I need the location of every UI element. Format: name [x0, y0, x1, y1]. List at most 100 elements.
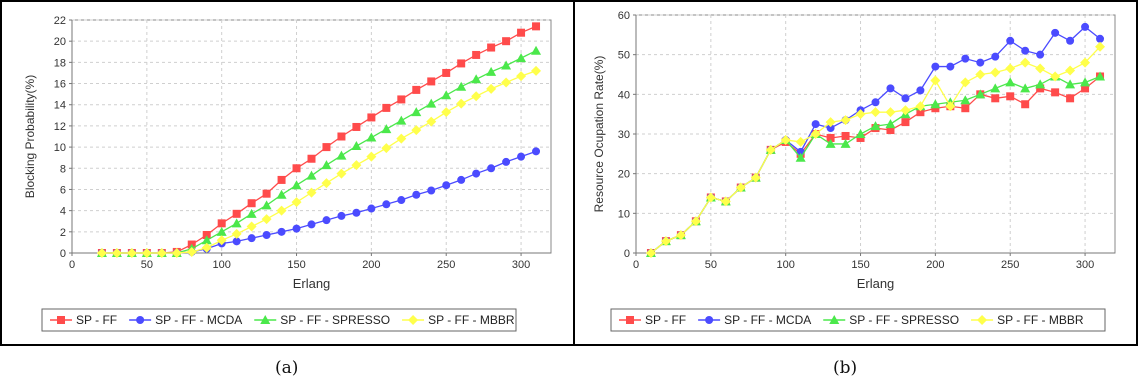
data-point	[337, 132, 346, 141]
x-axis-label: Erlang	[857, 276, 895, 291]
data-point	[396, 133, 407, 144]
data-point	[1096, 34, 1105, 43]
x-tick-label: 100	[777, 259, 795, 271]
data-point	[397, 95, 406, 104]
data-point	[990, 67, 1001, 78]
x-tick-label: 150	[287, 259, 305, 271]
data-point	[795, 136, 806, 147]
data-point	[276, 205, 287, 216]
data-point	[1095, 71, 1106, 81]
data-point	[811, 120, 820, 129]
data-point	[367, 113, 376, 122]
data-point	[1065, 65, 1076, 76]
data-point	[397, 196, 406, 205]
legend-item: SP - FF - SPRESSO	[823, 313, 959, 327]
legend-item: SP - FF	[50, 313, 117, 327]
data-point	[352, 122, 361, 131]
x-tick-label: 250	[1001, 259, 1019, 271]
data-point	[411, 107, 422, 117]
data-point	[1050, 71, 1061, 82]
y-tick-label: 60	[618, 10, 630, 22]
data-point	[486, 83, 497, 94]
data-point	[352, 208, 361, 217]
y-tick-label: 4	[60, 206, 66, 218]
legend-label: SP - FF - SPRESSO	[849, 313, 959, 327]
legend-marker	[408, 315, 419, 325]
data-point	[246, 221, 257, 232]
legend-marker	[260, 315, 271, 324]
data-point	[841, 131, 850, 140]
data-point	[516, 53, 527, 63]
blocking-probability-chart: 0 50 100 150 200 250 300 0 2 4 6 8 10 12 14 16 18 20 22 Erl…	[23, 15, 552, 332]
y-tick-label: 20	[54, 36, 66, 48]
data-point	[825, 138, 836, 148]
data-point	[855, 129, 866, 138]
data-point	[516, 71, 527, 82]
data-point	[840, 138, 851, 148]
data-point	[532, 147, 541, 156]
data-point	[457, 175, 466, 184]
data-point	[961, 104, 970, 113]
data-point	[457, 59, 466, 68]
legend-item: SP - FF - SPRESSO	[254, 313, 390, 327]
data-point	[426, 116, 437, 127]
tick-labels: 0 50 100 150 200 250 300 0 2 4 6 8 10 12 14 16 18 20 22	[54, 15, 530, 271]
data-point	[826, 124, 835, 133]
data-point	[690, 216, 701, 227]
data-point	[826, 133, 835, 142]
data-point	[442, 181, 451, 190]
data-point	[96, 248, 107, 258]
data-point	[217, 219, 226, 228]
legend-label: SP - FF	[76, 313, 117, 327]
data-point	[1066, 36, 1075, 45]
y-tick-label: 14	[54, 100, 66, 112]
data-point	[292, 224, 301, 233]
data-point	[366, 151, 377, 162]
tick-labels: 0 50 100 150 200 250 300 0 10 20 30 40 50 60	[618, 10, 1094, 271]
data-point	[471, 91, 482, 102]
data-point	[201, 242, 212, 253]
y-tick-label: 2	[60, 227, 66, 239]
y-tick-label: 20	[618, 169, 630, 181]
data-point	[126, 248, 137, 258]
x-tick-label: 200	[926, 259, 944, 271]
data-point	[531, 45, 542, 55]
data-point	[487, 164, 496, 173]
data-point	[930, 99, 941, 109]
data-point	[247, 199, 256, 208]
legend-item: SP - FF - MCDA	[129, 313, 242, 327]
legend-item: SP - FF	[619, 313, 686, 327]
data-point	[426, 98, 437, 108]
y-tick-label: 50	[618, 50, 630, 62]
data-point	[915, 101, 926, 112]
data-point	[1035, 63, 1046, 74]
data-point	[216, 226, 227, 236]
legend-label: SP - FF - SPRESSO	[280, 313, 390, 327]
data-point	[886, 126, 895, 135]
data-point	[1006, 92, 1015, 101]
data-point	[1080, 57, 1091, 68]
data-point	[901, 118, 910, 127]
y-tick-label: 8	[60, 163, 66, 175]
series-sp-ff-mbbr	[96, 65, 542, 258]
data-point	[900, 105, 911, 116]
data-point	[871, 98, 880, 107]
data-point	[382, 103, 391, 112]
legend-item: SP - FF - MBBR	[402, 313, 515, 327]
data-point	[517, 152, 526, 161]
legend-marker	[977, 315, 988, 325]
y-tick-label: 0	[60, 248, 66, 260]
data-point	[1006, 36, 1015, 45]
legend-label: SP - FF - MCDA	[724, 313, 811, 327]
data-point	[960, 77, 971, 88]
data-point	[156, 248, 167, 258]
data-point	[411, 125, 422, 136]
data-point	[276, 189, 287, 199]
caption-b: (b)	[833, 358, 858, 378]
data-point	[1020, 57, 1031, 68]
y-tick-label: 10	[618, 208, 630, 220]
data-point	[456, 98, 467, 109]
data-point	[1005, 63, 1016, 74]
data-point	[186, 246, 197, 257]
data-point	[946, 62, 955, 71]
